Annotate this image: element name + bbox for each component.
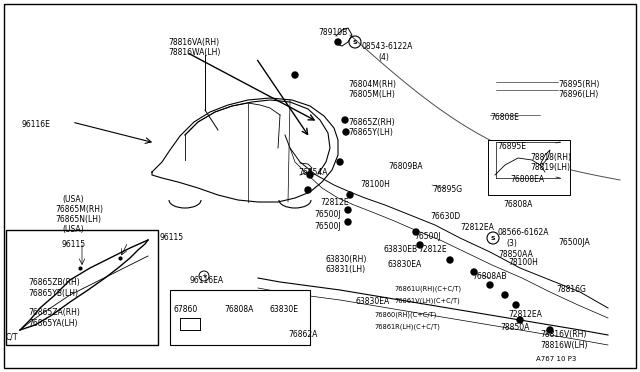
Text: (3): (3) bbox=[506, 239, 517, 248]
Text: 76895G: 76895G bbox=[432, 185, 462, 194]
Circle shape bbox=[413, 229, 419, 235]
Text: 76808AB: 76808AB bbox=[472, 272, 506, 281]
Text: 78816WA(LH): 78816WA(LH) bbox=[168, 48, 220, 57]
Text: 78818(RH): 78818(RH) bbox=[530, 153, 571, 162]
Text: 76808E: 76808E bbox=[490, 113, 519, 122]
Text: 78816VA(RH): 78816VA(RH) bbox=[168, 38, 219, 47]
Text: 96115: 96115 bbox=[160, 233, 184, 242]
Circle shape bbox=[342, 117, 348, 123]
Text: 76865N(LH): 76865N(LH) bbox=[55, 215, 101, 224]
Text: 76861V(LH)(C+C/T): 76861V(LH)(C+C/T) bbox=[394, 297, 460, 304]
Text: 08543-6122A: 08543-6122A bbox=[362, 42, 413, 51]
Circle shape bbox=[447, 257, 453, 263]
Text: 63830(RH): 63830(RH) bbox=[325, 255, 366, 264]
Text: 78819(LH): 78819(LH) bbox=[530, 163, 570, 172]
Circle shape bbox=[305, 187, 311, 193]
Bar bbox=[488, 140, 570, 195]
Text: 78816V(RH): 78816V(RH) bbox=[540, 330, 586, 339]
Text: A767 10 P3: A767 10 P3 bbox=[536, 356, 577, 362]
Text: 76808A: 76808A bbox=[503, 200, 532, 209]
Text: 76895(RH): 76895(RH) bbox=[558, 80, 600, 89]
Text: 72812EA: 72812EA bbox=[508, 310, 542, 319]
Text: 72812EA: 72812EA bbox=[460, 223, 494, 232]
Text: 76896(LH): 76896(LH) bbox=[558, 90, 598, 99]
Text: 76808EA: 76808EA bbox=[510, 175, 544, 184]
Text: (4): (4) bbox=[378, 53, 389, 62]
Text: 78850AA: 78850AA bbox=[498, 250, 533, 259]
Text: 96116EA: 96116EA bbox=[190, 276, 224, 285]
Circle shape bbox=[292, 72, 298, 78]
Text: 72812E: 72812E bbox=[320, 198, 349, 207]
Text: S: S bbox=[353, 39, 357, 45]
Circle shape bbox=[513, 302, 519, 308]
Text: 78816G: 78816G bbox=[556, 285, 586, 294]
Text: 76865M(RH): 76865M(RH) bbox=[55, 205, 103, 214]
Circle shape bbox=[417, 242, 423, 248]
Text: 76865ZA(RH): 76865ZA(RH) bbox=[28, 308, 80, 317]
Text: 76630D: 76630D bbox=[430, 212, 460, 221]
Text: 76854A: 76854A bbox=[298, 168, 328, 177]
Text: 76865YA(LH): 76865YA(LH) bbox=[28, 319, 77, 328]
Text: 76861R(LH)(C+C/T): 76861R(LH)(C+C/T) bbox=[374, 323, 440, 330]
Text: 63830E: 63830E bbox=[270, 305, 299, 314]
Text: 78100H: 78100H bbox=[360, 180, 390, 189]
Text: 76865Z(RH): 76865Z(RH) bbox=[348, 118, 395, 127]
Text: 08566-6162A: 08566-6162A bbox=[498, 228, 550, 237]
Text: 76865YB(LH): 76865YB(LH) bbox=[28, 289, 78, 298]
Text: 96115: 96115 bbox=[62, 240, 86, 249]
Circle shape bbox=[547, 327, 553, 333]
Text: 78850A: 78850A bbox=[500, 323, 529, 332]
Text: 76865Y(LH): 76865Y(LH) bbox=[348, 128, 393, 137]
Text: 76808A: 76808A bbox=[224, 305, 253, 314]
Text: 78910B: 78910B bbox=[318, 28, 348, 37]
Circle shape bbox=[345, 207, 351, 213]
Text: (USA): (USA) bbox=[62, 225, 84, 234]
Text: C/T: C/T bbox=[6, 332, 19, 341]
Text: 76860(RH)(C+C/T): 76860(RH)(C+C/T) bbox=[374, 312, 436, 318]
Text: 76861U(RH)(C+C/T): 76861U(RH)(C+C/T) bbox=[394, 285, 461, 292]
Bar bbox=[6, 230, 158, 345]
Text: 63830EB: 63830EB bbox=[384, 245, 418, 254]
Circle shape bbox=[343, 129, 349, 135]
Text: 76804M(RH): 76804M(RH) bbox=[348, 80, 396, 89]
Text: 76500J: 76500J bbox=[314, 222, 340, 231]
Text: +: + bbox=[201, 273, 207, 279]
Text: S: S bbox=[491, 235, 495, 241]
Text: 96116E: 96116E bbox=[22, 120, 51, 129]
Circle shape bbox=[345, 219, 351, 225]
Text: 72812E: 72812E bbox=[418, 245, 447, 254]
Bar bbox=[170, 290, 310, 345]
Text: 63831(LH): 63831(LH) bbox=[325, 265, 365, 274]
Text: 76895E: 76895E bbox=[497, 142, 526, 151]
Circle shape bbox=[307, 172, 313, 178]
Text: 78816W(LH): 78816W(LH) bbox=[540, 341, 588, 350]
Text: 76862A: 76862A bbox=[288, 330, 317, 339]
Text: 63830EA: 63830EA bbox=[388, 260, 422, 269]
Text: 63830EA: 63830EA bbox=[356, 297, 390, 306]
Text: 76865ZB(RH): 76865ZB(RH) bbox=[28, 278, 80, 287]
Circle shape bbox=[335, 39, 341, 45]
Text: 67860: 67860 bbox=[174, 305, 198, 314]
Text: 76500J: 76500J bbox=[414, 232, 440, 241]
Circle shape bbox=[337, 159, 343, 165]
Circle shape bbox=[517, 317, 523, 323]
Circle shape bbox=[471, 269, 477, 275]
Text: 76500J: 76500J bbox=[314, 210, 340, 219]
Circle shape bbox=[347, 192, 353, 198]
Text: 76805M(LH): 76805M(LH) bbox=[348, 90, 395, 99]
Text: 78100H: 78100H bbox=[508, 258, 538, 267]
Circle shape bbox=[487, 282, 493, 288]
Text: (USA): (USA) bbox=[62, 195, 84, 204]
Text: 76809BA: 76809BA bbox=[388, 162, 422, 171]
Circle shape bbox=[502, 292, 508, 298]
Text: 76500JA: 76500JA bbox=[558, 238, 589, 247]
